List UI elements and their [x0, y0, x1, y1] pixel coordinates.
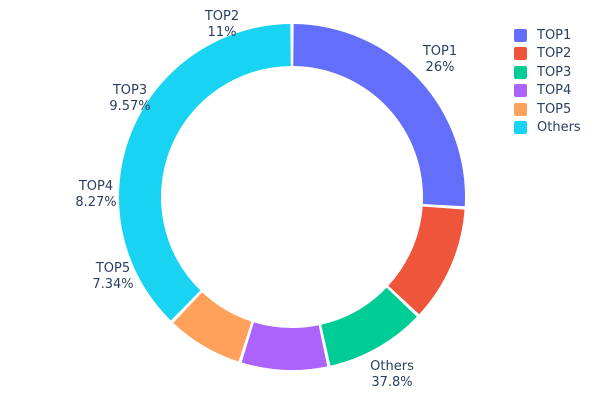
legend-item-label: TOP3 — [537, 64, 572, 80]
pie-slice-top1[interactable] — [293, 24, 465, 207]
slice-labels: TOP1 26% TOP2 11% TOP3 9.57% TOP4 8.27% TOP5 7.34… — [75, 9, 457, 390]
slice-label-others: Others 37.8% — [370, 359, 414, 390]
legend-swatch-icon — [514, 121, 527, 135]
slice-label-percent: 7.34% — [92, 277, 133, 292]
legend-item-top5[interactable]: TOP5 — [514, 100, 598, 119]
slice-label-name: TOP5 — [95, 261, 130, 276]
slice-label-name: TOP2 — [204, 9, 239, 24]
slice-label-percent: 8.27% — [75, 195, 116, 210]
legend-item-top1[interactable]: TOP1 — [514, 26, 598, 45]
pie-slice-top2[interactable] — [388, 206, 465, 315]
slice-label-name: TOP1 — [422, 44, 457, 59]
legend-swatch-icon — [514, 47, 527, 61]
pie-slice-top4[interactable] — [241, 322, 328, 371]
pie-slice-others[interactable] — [119, 24, 291, 321]
pie-slices — [119, 24, 465, 371]
slice-label-percent: 9.57% — [109, 99, 150, 114]
slice-label-percent: 11% — [208, 25, 237, 40]
slice-label-top4: TOP4 8.27% — [75, 179, 116, 210]
legend-item-top4[interactable]: TOP4 — [514, 82, 598, 101]
legend-swatch-icon — [514, 84, 527, 98]
slice-label-top2: TOP2 11% — [204, 9, 239, 40]
slice-label-top3: TOP3 9.57% — [109, 83, 150, 114]
pie-slice-top3[interactable] — [321, 287, 417, 366]
legend-item-label: TOP5 — [537, 101, 572, 117]
legend-item-others[interactable]: Others — [514, 119, 598, 138]
slice-label-percent: 26% — [426, 60, 455, 75]
slice-label-name: Others — [370, 359, 414, 374]
slice-label-top5: TOP5 7.34% — [92, 261, 133, 292]
slice-label-top1: TOP1 26% — [422, 44, 457, 75]
legend-item-label: TOP4 — [537, 83, 572, 99]
legend-item-label: Others — [537, 120, 581, 136]
legend-swatch-icon — [514, 102, 527, 116]
legend-item-top3[interactable]: TOP3 — [514, 63, 598, 82]
legend: TOP1 TOP2 TOP3 TOP4 TOP5 Others — [514, 26, 598, 137]
legend-item-top2[interactable]: TOP2 — [514, 45, 598, 64]
legend-item-label: TOP2 — [537, 46, 572, 62]
pie-slice-top5[interactable] — [173, 292, 252, 362]
legend-item-label: TOP1 — [537, 27, 572, 43]
slice-label-percent: 37.8% — [371, 375, 412, 390]
slice-label-name: TOP4 — [78, 179, 113, 194]
slice-label-name: TOP3 — [112, 83, 147, 98]
legend-swatch-icon — [514, 65, 527, 79]
legend-swatch-icon — [514, 28, 527, 42]
